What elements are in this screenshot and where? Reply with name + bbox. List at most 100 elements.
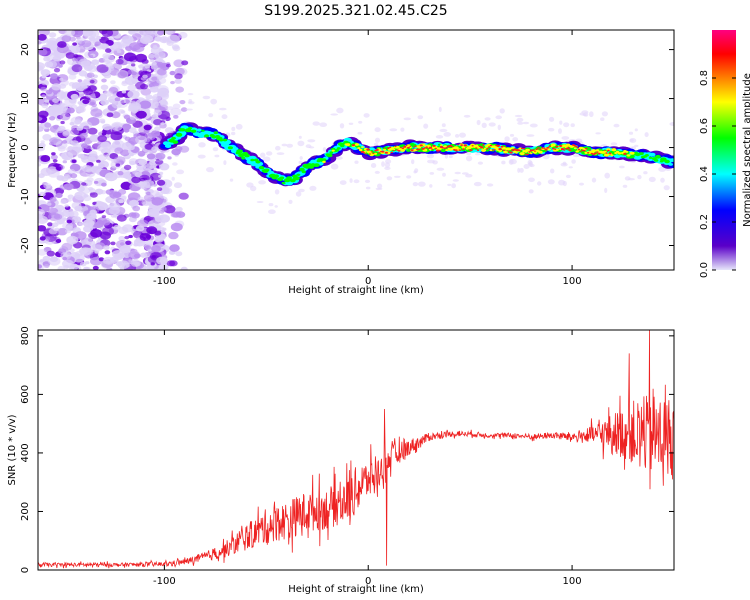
signal-cell — [595, 149, 600, 152]
signal-cell — [669, 158, 674, 162]
noise-blob — [115, 163, 121, 167]
noise-blob — [154, 216, 163, 222]
noise-blob — [41, 94, 46, 98]
signal-cell — [370, 151, 373, 153]
signal-cell — [244, 153, 250, 158]
signal-cell — [296, 173, 301, 176]
noise-blob — [377, 183, 383, 189]
noise-blob — [426, 153, 434, 159]
signal-cell — [233, 147, 239, 151]
noise-blob — [38, 142, 46, 148]
signal-cell — [594, 152, 597, 155]
noise-blob — [522, 121, 530, 125]
noise-blob — [81, 40, 92, 48]
signal-cell — [543, 147, 546, 149]
noise-blob — [159, 100, 169, 107]
signal-cell — [597, 152, 601, 155]
signal-cell — [610, 154, 614, 157]
signal-cell — [299, 167, 305, 172]
signal-cell — [534, 150, 536, 152]
noise-blob — [417, 181, 426, 187]
noise-blob — [268, 209, 276, 214]
noise-blob — [537, 181, 542, 186]
y-tick-label: 400 — [20, 443, 31, 462]
noise-blob — [427, 159, 435, 164]
noise-blob — [385, 159, 392, 164]
noise-blob — [57, 265, 65, 270]
noise-blob — [124, 235, 130, 240]
noise-blob — [162, 38, 168, 43]
noise-blob — [403, 117, 412, 121]
noise-blob — [38, 62, 45, 71]
signal-cell — [503, 150, 508, 154]
noise-blob — [48, 32, 57, 38]
noise-blob — [562, 180, 567, 187]
signal-cell — [488, 146, 491, 148]
noise-blob — [127, 145, 135, 151]
noise-blob — [132, 81, 137, 85]
noise-blob — [274, 189, 280, 195]
signal-cell — [211, 135, 217, 139]
noise-blob — [131, 63, 136, 67]
signal-cell — [383, 147, 386, 149]
noise-blob — [151, 197, 164, 206]
noise-blob — [429, 184, 433, 188]
noise-blob — [150, 262, 155, 266]
spectrogram-heatmap — [38, 30, 674, 270]
signal-cell — [438, 149, 441, 152]
noise-blob — [46, 60, 58, 68]
signal-cell — [372, 152, 375, 154]
noise-blob — [105, 48, 112, 53]
noise-blob — [90, 108, 103, 117]
noise-blob — [52, 159, 58, 163]
noise-blob — [151, 245, 161, 253]
signal-cell — [575, 146, 579, 148]
noise-blob — [40, 69, 51, 77]
signal-cell — [416, 148, 420, 151]
y-tick-label: 10 — [20, 92, 31, 105]
signal-cell — [383, 148, 386, 151]
noise-blob — [156, 61, 164, 67]
noise-blob — [97, 135, 107, 143]
signal-cell — [460, 144, 463, 147]
noise-blob — [363, 113, 370, 118]
noise-blob — [83, 78, 92, 85]
noise-blob — [73, 219, 80, 224]
noise-blob — [103, 72, 112, 79]
noise-blob — [451, 183, 456, 189]
noise-blob — [412, 182, 419, 187]
signal-cell — [566, 147, 570, 150]
noise-blob — [154, 126, 161, 131]
noise-blob — [581, 110, 589, 114]
signal-cell — [577, 148, 581, 151]
signal-cell — [171, 136, 176, 140]
noise-blob — [174, 67, 185, 76]
noise-blob — [38, 48, 48, 56]
noise-blob — [59, 184, 68, 191]
signal-cell — [336, 147, 341, 150]
noise-blob — [669, 122, 674, 126]
noise-blob — [176, 169, 185, 175]
noise-blob — [439, 128, 448, 133]
noise-blob — [139, 100, 152, 109]
signal-cell — [172, 140, 179, 144]
noise-blob — [172, 162, 178, 166]
signal-cell — [604, 153, 609, 157]
noise-blob — [178, 31, 188, 39]
noise-blob — [52, 98, 59, 103]
noise-blob — [89, 79, 95, 84]
noise-blob — [266, 151, 273, 156]
noise-blob — [55, 51, 66, 59]
noise-blob — [89, 54, 94, 58]
noise-blob — [549, 116, 555, 122]
noise-blob — [66, 107, 75, 114]
noise-blob — [180, 266, 188, 270]
noise-blob — [561, 136, 570, 140]
noise-blob — [221, 114, 228, 120]
noise-blob — [443, 132, 452, 137]
signal-cell — [357, 147, 361, 150]
signal-cell — [528, 151, 531, 153]
noise-blob — [58, 64, 63, 68]
signal-cell — [413, 146, 415, 148]
